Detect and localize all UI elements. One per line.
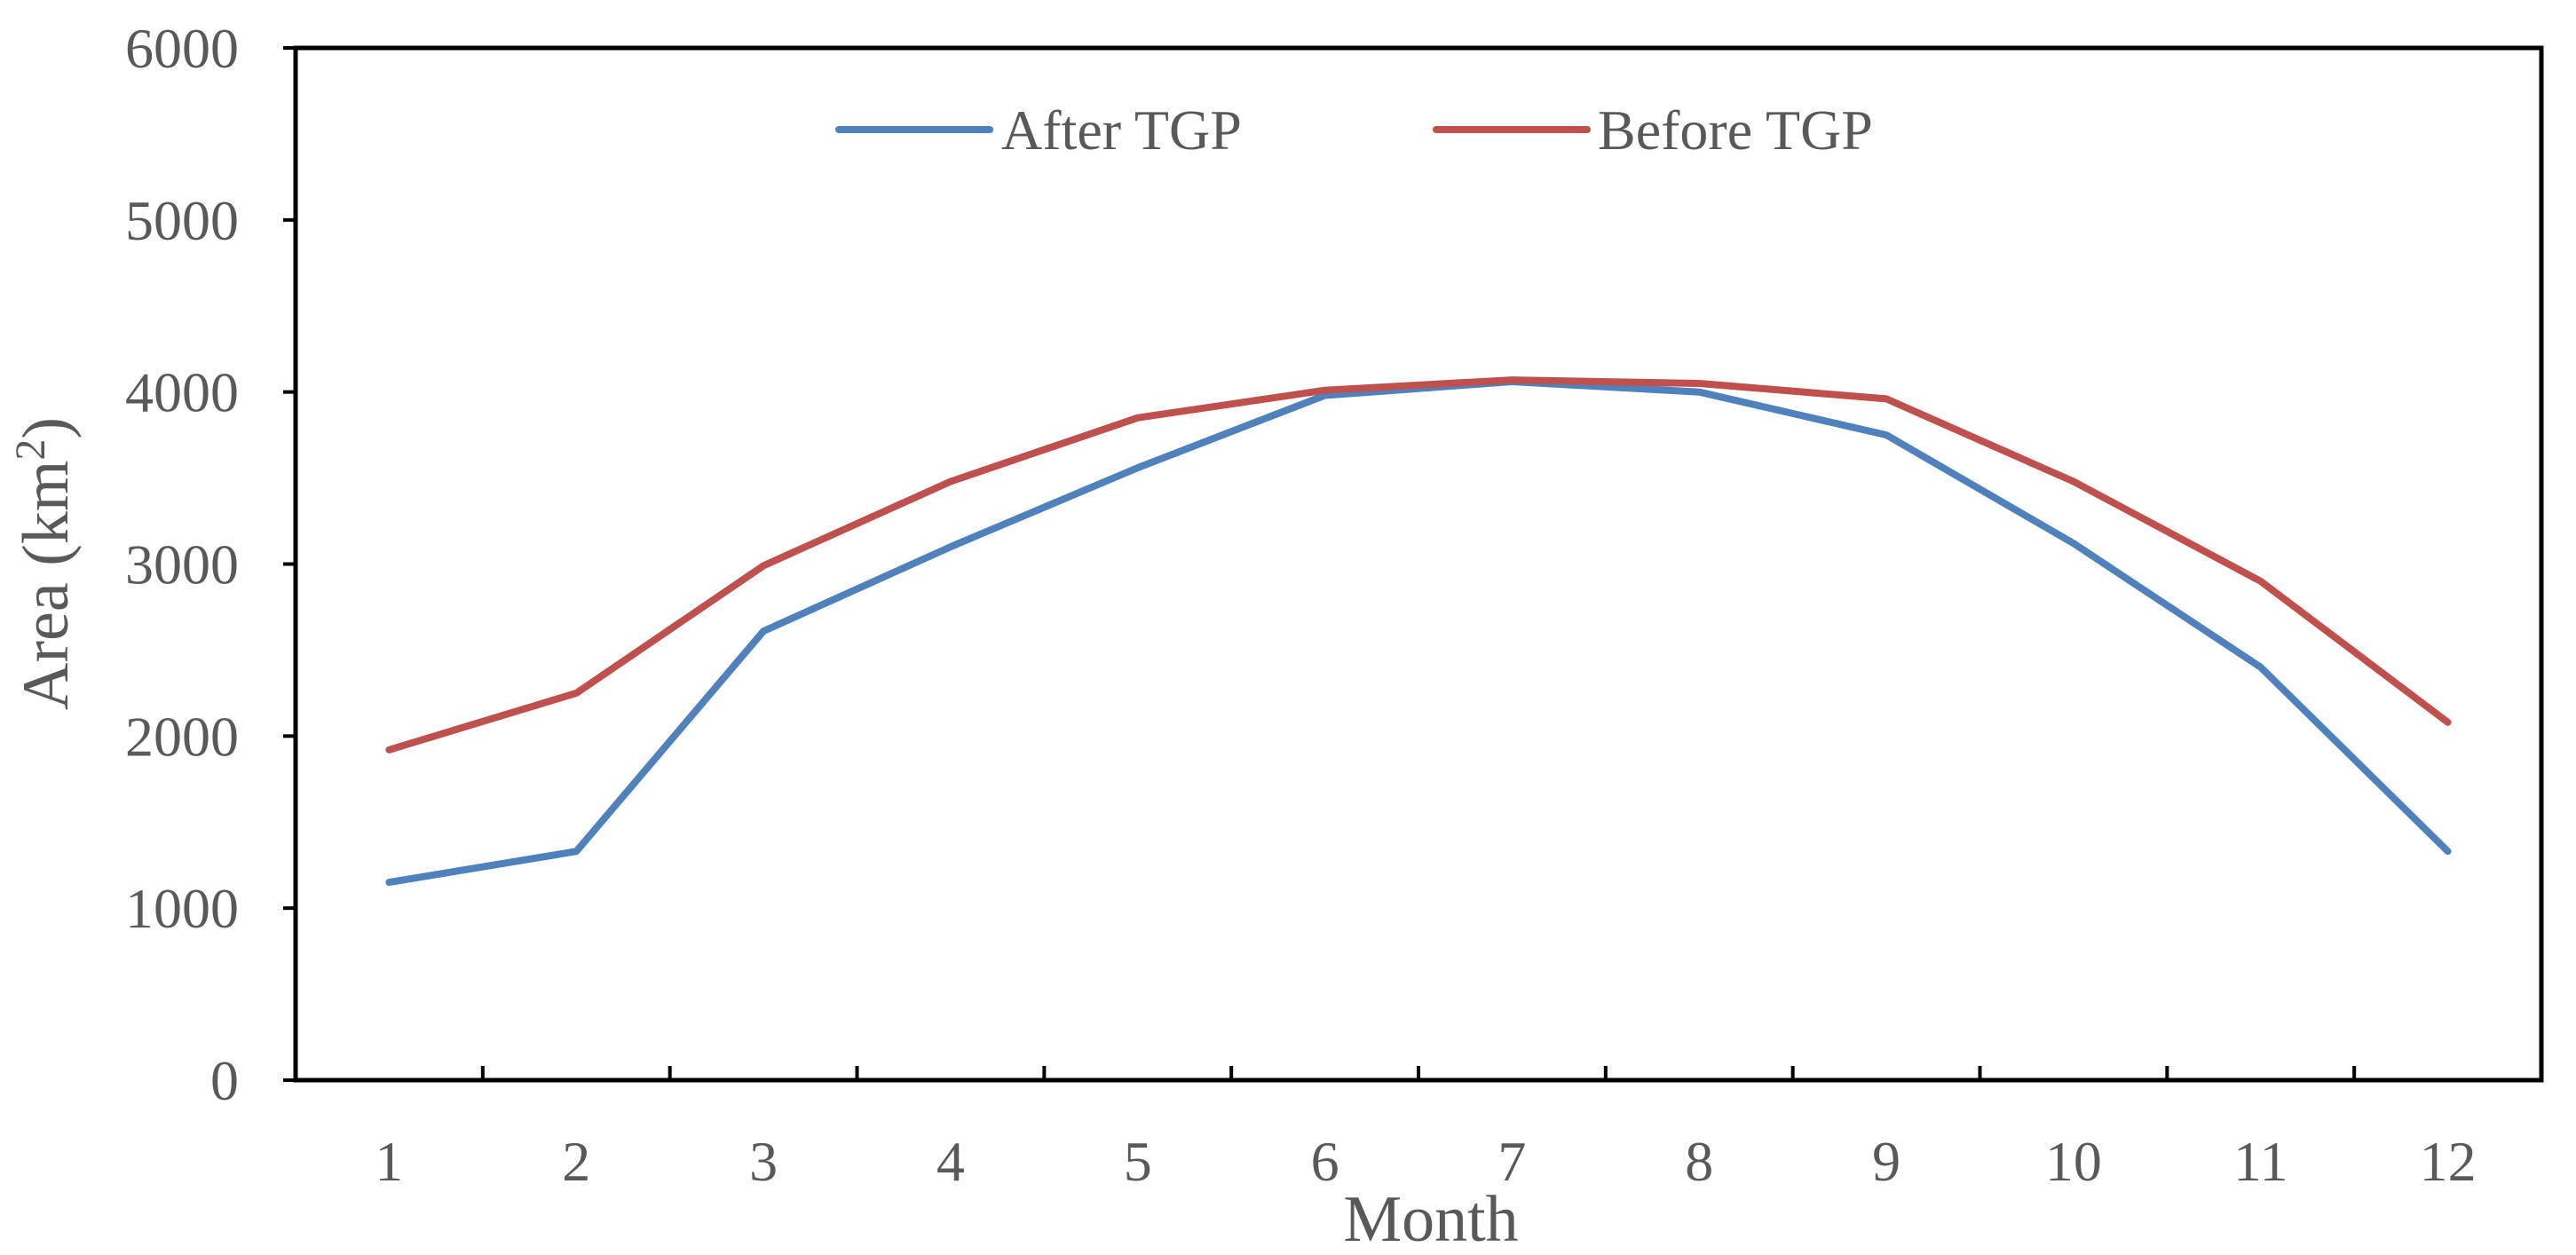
- x-axis: 1 2 3 4 5 6 7 8 9 10 11 12: [375, 1066, 2477, 1193]
- y-tick-label: 3000: [125, 533, 239, 596]
- x-tick-label: 11: [2233, 1130, 2288, 1193]
- series-line-before-tgp: [385, 376, 2452, 754]
- plot-frame: [293, 45, 2544, 1083]
- y-tick-label: 6000: [125, 17, 239, 80]
- y-tick-label: 1000: [125, 877, 239, 940]
- x-tick-label: 8: [1685, 1130, 1713, 1193]
- y-tick-label: 0: [210, 1049, 239, 1112]
- x-tick-label: 7: [1497, 1130, 1526, 1193]
- y-axis-title-main: Area (km: [10, 461, 83, 710]
- x-tick-label: 5: [1124, 1130, 1152, 1193]
- x-tick-label: 10: [2045, 1130, 2102, 1193]
- series-layer: [385, 376, 2452, 887]
- y-axis-title-superscript: 2: [7, 439, 54, 461]
- x-tick-label: 9: [1872, 1130, 1900, 1193]
- x-axis-title: Month: [1343, 1183, 1518, 1255]
- y-tick-label: 2000: [125, 705, 239, 768]
- y-axis-title: Area (km2): [7, 417, 83, 710]
- y-tick-label: 4000: [125, 361, 239, 424]
- x-tick-label: 6: [1311, 1130, 1339, 1193]
- x-tick-label: 2: [562, 1130, 590, 1193]
- y-tick-label: 5000: [125, 189, 239, 252]
- x-tick-label: 4: [936, 1130, 965, 1193]
- y-axis: 0 1000 2000 3000 4000 5000 6000: [125, 17, 296, 1112]
- y-axis-title-close: ): [10, 417, 83, 439]
- x-tick-label: 12: [2420, 1130, 2477, 1193]
- x-tick-label: 1: [375, 1130, 403, 1193]
- x-tick-label: 3: [749, 1130, 778, 1193]
- legend: After TGP Before TGP: [835, 99, 1873, 162]
- legend-label-before-tgp: Before TGP: [1598, 99, 1873, 162]
- series-line-after-tgp: [385, 378, 2452, 887]
- legend-label-after-tgp: After TGP: [1001, 99, 1242, 162]
